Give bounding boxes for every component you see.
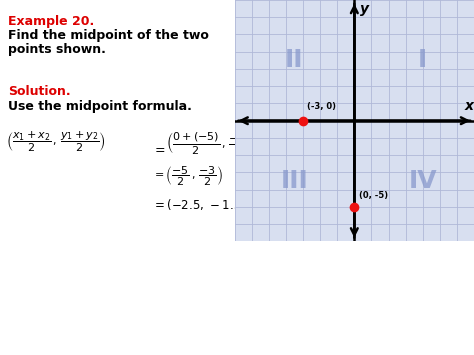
Text: y: y — [360, 2, 369, 16]
Text: I: I — [418, 48, 428, 72]
Text: $=$: $=$ — [152, 142, 166, 155]
Text: $=\left(\dfrac{-5}{2}\,,\,\dfrac{-3}{2}\right)$: $=\left(\dfrac{-5}{2}\,,\,\dfrac{-3}{2}\… — [152, 165, 223, 189]
Text: $\left(\dfrac{x_1+x_2}{2}\,,\,\dfrac{y_1+y_2}{2}\right)$: $\left(\dfrac{x_1+x_2}{2}\,,\,\dfrac{y_1… — [6, 130, 106, 154]
Text: IV: IV — [409, 169, 437, 193]
Text: Solution.: Solution. — [8, 85, 71, 98]
Text: (-3, 0): (-3, 0) — [307, 102, 336, 111]
Text: $\left(\dfrac{0+(-5)}{2}\,,\,\dfrac{-3+0}{2}\right)$: $\left(\dfrac{0+(-5)}{2}\,,\,\dfrac{-3+0… — [166, 130, 274, 156]
Text: Example 20.: Example 20. — [8, 15, 94, 28]
Text: Use the midpoint formula.: Use the midpoint formula. — [8, 100, 192, 113]
Text: x: x — [464, 99, 473, 113]
Text: II: II — [285, 48, 304, 72]
Text: III: III — [281, 169, 309, 193]
Text: Find the midpoint of the two: Find the midpoint of the two — [8, 29, 209, 42]
Text: $=\left(-2.5,\,-1.5\right)$: $=\left(-2.5,\,-1.5\right)$ — [152, 197, 246, 212]
Text: (0, -5): (0, -5) — [359, 191, 388, 200]
Text: points shown.: points shown. — [8, 43, 106, 56]
